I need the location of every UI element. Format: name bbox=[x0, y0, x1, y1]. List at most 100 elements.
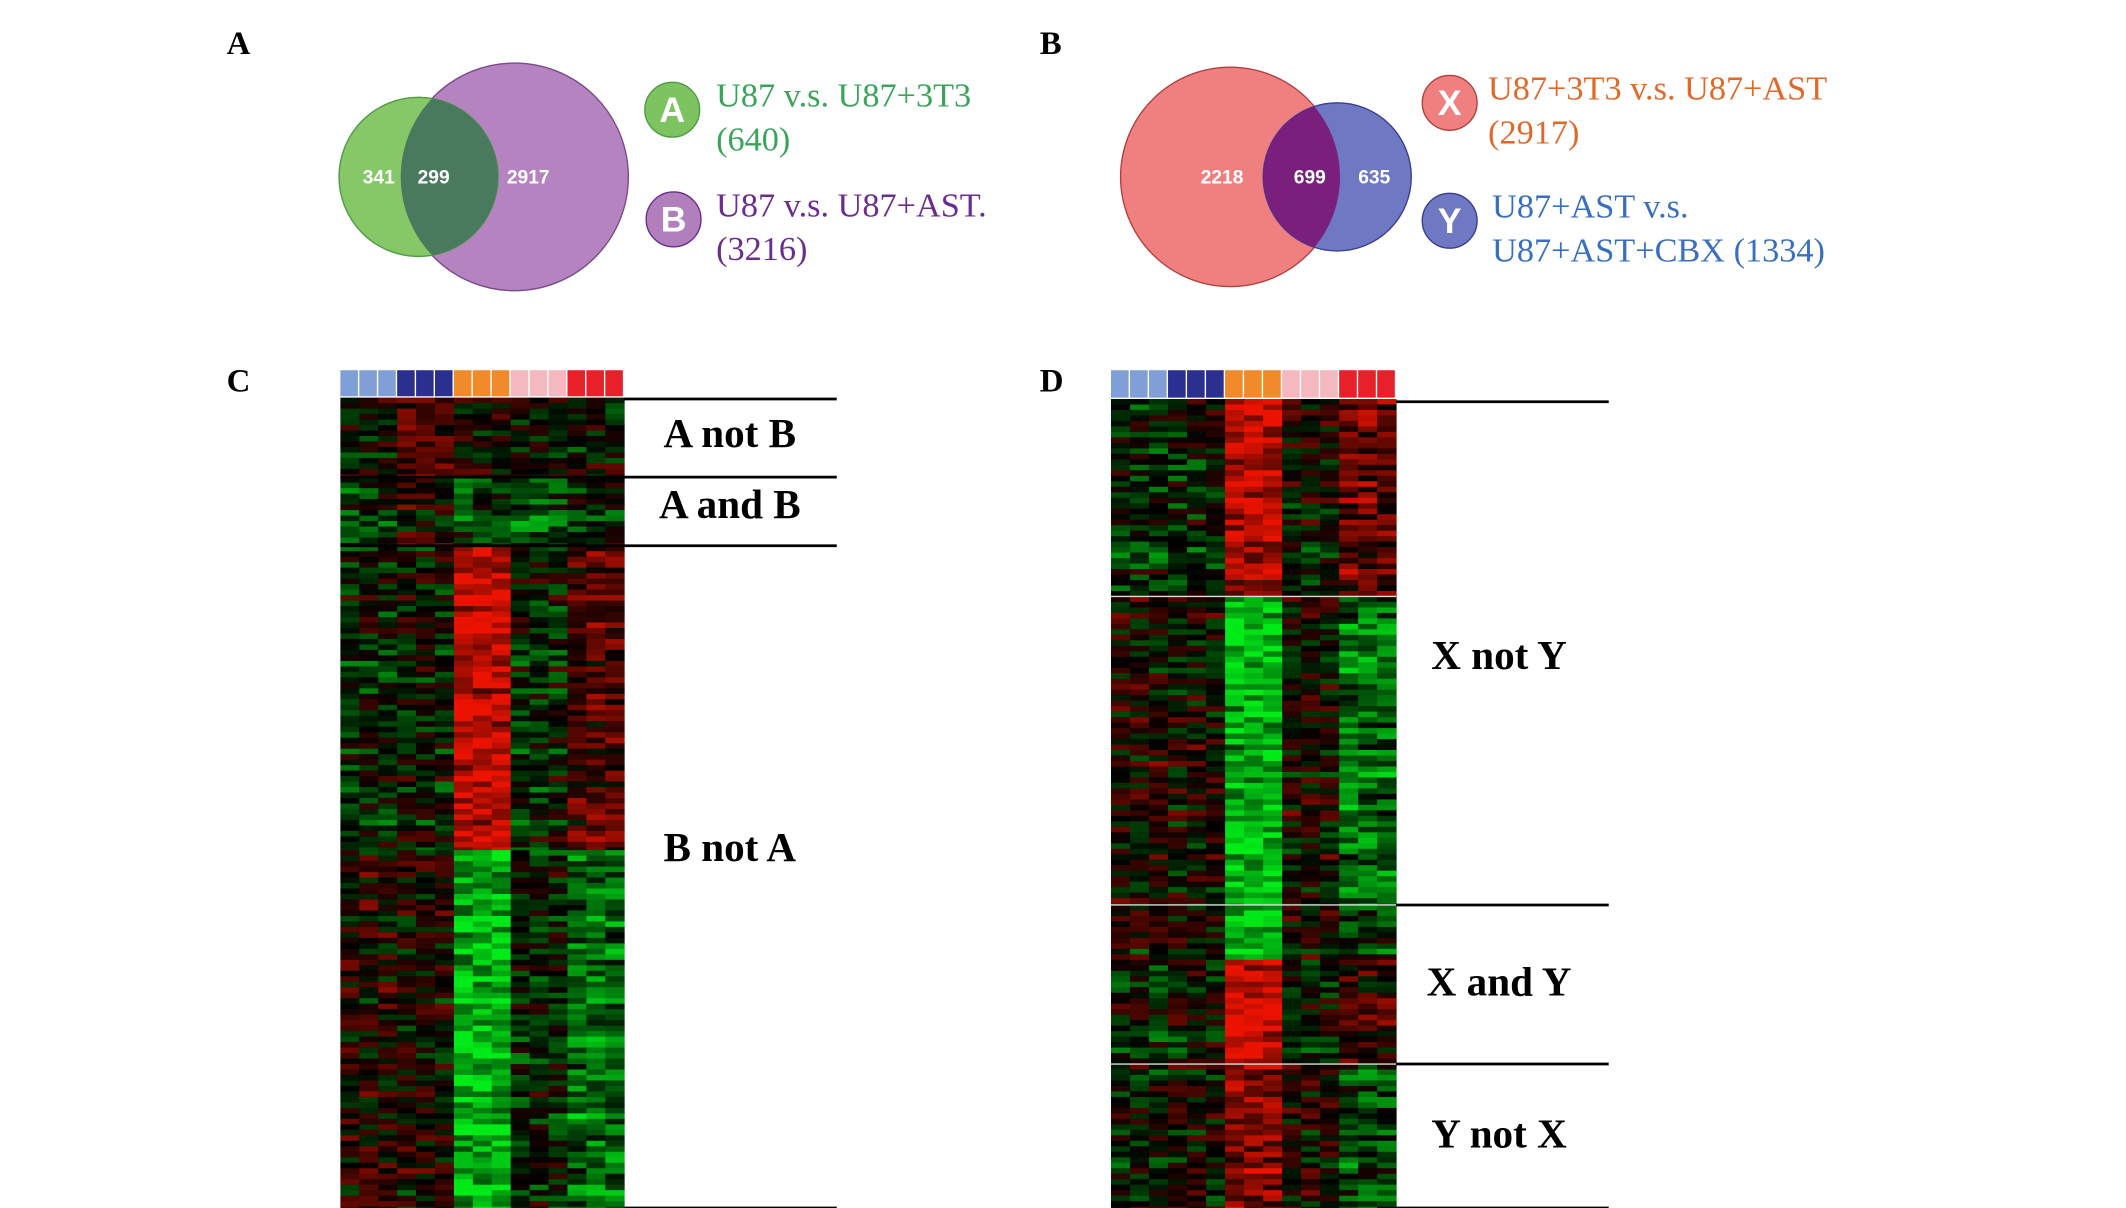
heat-cell bbox=[1320, 744, 1340, 751]
heat-cell bbox=[1320, 547, 1340, 553]
heat-cell bbox=[548, 855, 568, 862]
heat-cell bbox=[1149, 508, 1169, 515]
heat-cell bbox=[510, 403, 531, 410]
heat-cell bbox=[510, 419, 531, 426]
heat-cell bbox=[510, 847, 531, 851]
heat-cell bbox=[1301, 547, 1321, 553]
heat-cell bbox=[378, 419, 398, 426]
heat-cell bbox=[605, 965, 625, 972]
heat-cell bbox=[453, 1009, 474, 1016]
heat-cell bbox=[1282, 926, 1302, 933]
heat-cell bbox=[378, 425, 398, 431]
heat-cell bbox=[1168, 992, 1188, 999]
heat-cell bbox=[1358, 782, 1378, 789]
heat-cell bbox=[1244, 932, 1264, 939]
heat-cell bbox=[1206, 492, 1226, 499]
heat-cell bbox=[1187, 470, 1207, 477]
heat-cell bbox=[1339, 503, 1359, 510]
heat-cell bbox=[1110, 442, 1131, 449]
heat-cell bbox=[1358, 910, 1378, 917]
heat-cell bbox=[1168, 1118, 1188, 1125]
heat-cell bbox=[1358, 601, 1378, 608]
heat-cell bbox=[472, 710, 493, 717]
heat-cell bbox=[1377, 1190, 1397, 1197]
heat-cell bbox=[1320, 1009, 1340, 1016]
heat-cell bbox=[1320, 788, 1340, 795]
heat-cell bbox=[1358, 771, 1378, 778]
heat-cell bbox=[1339, 1129, 1359, 1136]
heat-cell bbox=[1130, 733, 1150, 740]
heat-cell bbox=[586, 915, 606, 922]
heat-cell bbox=[453, 721, 474, 728]
heat-cell bbox=[491, 436, 512, 442]
heat-cell bbox=[416, 998, 436, 1005]
heat-cell bbox=[605, 910, 625, 917]
heat-cell bbox=[1244, 782, 1264, 789]
heat-cell bbox=[491, 1080, 512, 1087]
heat-cell bbox=[340, 894, 360, 900]
heat-cell bbox=[1358, 976, 1378, 983]
heat-cell bbox=[1377, 782, 1397, 789]
heat-cell bbox=[1225, 415, 1245, 422]
heat-cell bbox=[416, 1009, 436, 1016]
heat-cell bbox=[1377, 744, 1397, 751]
heat-cell bbox=[1320, 782, 1340, 789]
heat-cell bbox=[1244, 684, 1264, 691]
heat-cell bbox=[1263, 892, 1283, 899]
heat-cell bbox=[1130, 596, 1150, 603]
heat-cell bbox=[1244, 667, 1264, 674]
heat-cell bbox=[1130, 580, 1150, 586]
heat-cell bbox=[1168, 459, 1188, 466]
heat-cell bbox=[378, 1025, 398, 1032]
heat-cell bbox=[1301, 1195, 1321, 1202]
heat-cell bbox=[510, 682, 531, 689]
heat-cell bbox=[491, 814, 512, 821]
heat-cell bbox=[605, 1146, 625, 1153]
heat-cell bbox=[1301, 585, 1321, 592]
heat-cell bbox=[605, 976, 625, 983]
heat-cell bbox=[453, 627, 474, 634]
heat-cell bbox=[1149, 932, 1169, 939]
heat-cell bbox=[1339, 1009, 1359, 1016]
heat-cell bbox=[1339, 536, 1359, 543]
heat-cell bbox=[340, 699, 360, 706]
heat-cell bbox=[1244, 1129, 1264, 1136]
heat-cell bbox=[1301, 1020, 1321, 1027]
heat-cell bbox=[359, 693, 379, 700]
heat-cell bbox=[605, 1069, 625, 1076]
heat-cell bbox=[1130, 865, 1150, 872]
heat-cell bbox=[548, 819, 568, 826]
heat-cell bbox=[1282, 865, 1302, 872]
heat-cell bbox=[1187, 843, 1207, 850]
heat-cell bbox=[472, 715, 493, 722]
heat-cell bbox=[529, 477, 549, 484]
heat-cell bbox=[416, 499, 436, 506]
heat-cell bbox=[1187, 1036, 1207, 1043]
heat-cell bbox=[340, 1135, 360, 1142]
heat-cell bbox=[605, 504, 625, 511]
heat-cell bbox=[1225, 453, 1245, 460]
heat-cell bbox=[416, 419, 436, 426]
heat-cell bbox=[1149, 1102, 1169, 1109]
heat-cell bbox=[1225, 959, 1245, 966]
heat-cell bbox=[1377, 547, 1397, 553]
heat-cell bbox=[435, 1080, 455, 1087]
heat-cell bbox=[586, 515, 606, 522]
heat-cell bbox=[491, 1014, 512, 1021]
heat-cell bbox=[510, 447, 531, 453]
heat-cell bbox=[491, 855, 512, 862]
heat-cell bbox=[340, 627, 360, 634]
heat-cell bbox=[586, 894, 606, 900]
heat-cell bbox=[340, 693, 360, 700]
heat-cell bbox=[397, 457, 417, 464]
heat-cell bbox=[1301, 1047, 1321, 1054]
heat-cell bbox=[548, 1118, 568, 1125]
heat-cell bbox=[1244, 1014, 1264, 1021]
heat-cell bbox=[510, 1113, 531, 1120]
heat-cell bbox=[416, 1118, 436, 1125]
heat-cell bbox=[1130, 937, 1150, 944]
heat-cell bbox=[1358, 1036, 1378, 1043]
heat-cell bbox=[1339, 722, 1359, 729]
heat-cell bbox=[1339, 1096, 1359, 1103]
heat-cell bbox=[378, 633, 398, 640]
